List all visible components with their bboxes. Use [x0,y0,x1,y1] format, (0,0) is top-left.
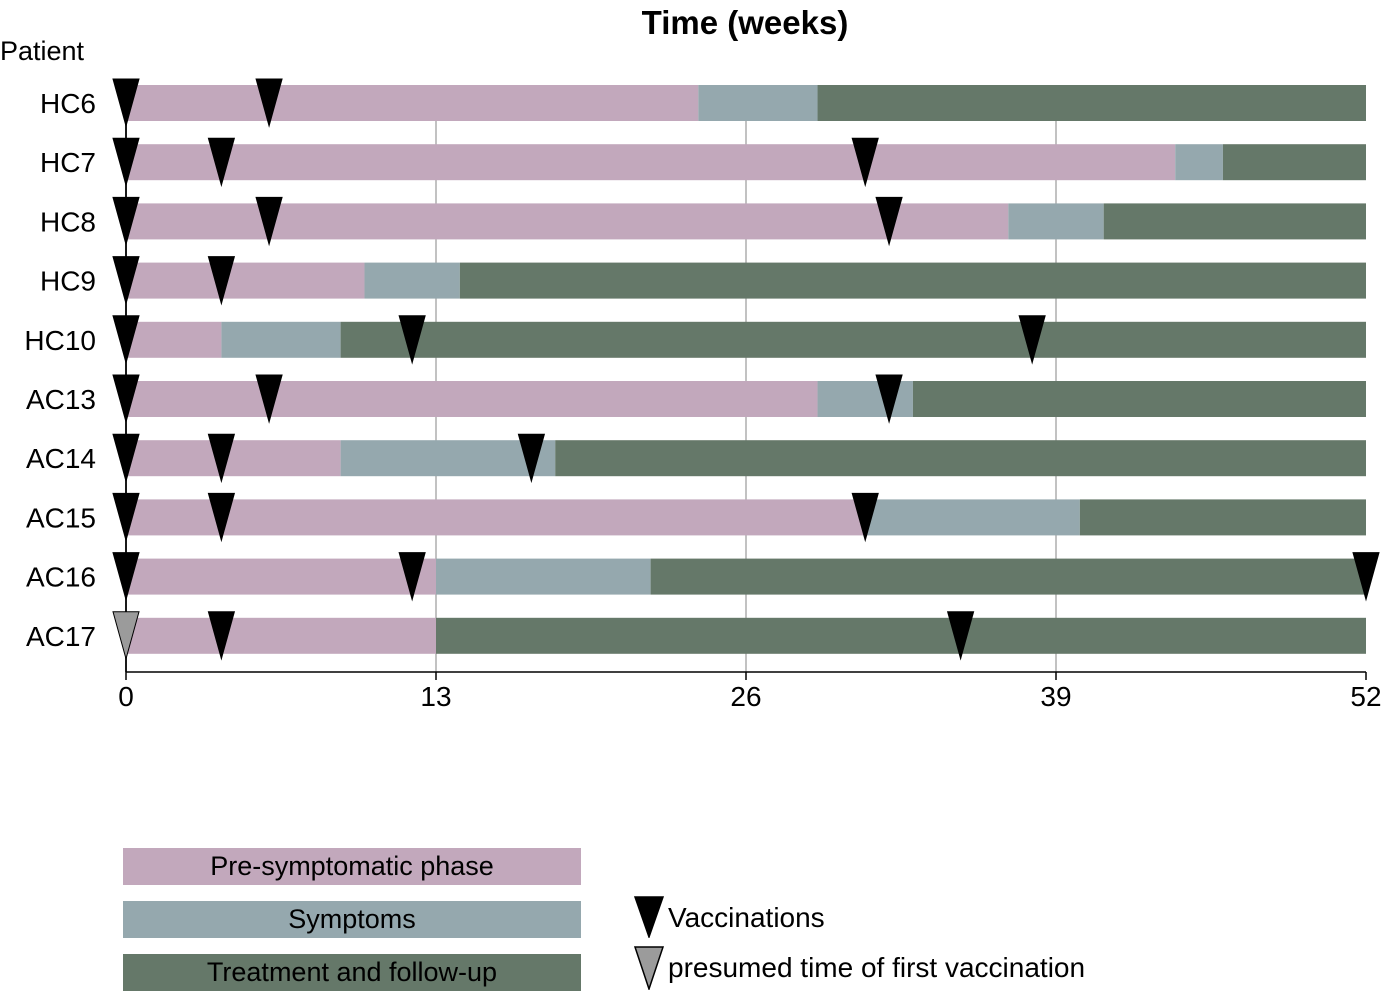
legend-presumed-label: presumed time of first vaccination [668,952,1086,983]
legend-pre-symptomatic-label: Pre-symptomatic phase [210,851,494,881]
bar-pre-hc7 [126,144,1176,181]
patient-label-hc9: HC9 [40,266,96,297]
patient-label-ac15: AC15 [26,502,96,533]
vaccination-marker-ac17-1 [207,611,236,661]
bar-treatment-hc6 [817,85,1366,121]
x-tick-label-26: 26 [730,681,761,712]
bar-pre-hc10 [126,321,222,358]
phase-bars [126,85,1367,654]
legend-symptoms: Symptoms [123,901,581,938]
bar-symptoms-hc7 [1175,144,1223,181]
patient-label-ac13: AC13 [26,384,96,415]
bar-treatment-hc7 [1222,144,1366,181]
bar-treatment-hc10 [340,321,1367,358]
vaccination-marker-hc7-0 [112,137,140,188]
x-tick-label-52: 52 [1350,681,1381,712]
y-axis-label: Patient [0,36,85,66]
vaccination-marker-ac14-2 [517,433,546,484]
legend-treatment: Treatment and follow-up [123,954,581,991]
vaccination-marker-hc10-2 [1018,315,1046,365]
bar-pre-hc6 [126,85,699,121]
patient-label-ac16: AC16 [26,562,96,593]
bar-symptoms-hc6 [698,85,818,121]
vaccination-marker-hc9-0 [112,256,140,306]
vaccination-marker-ac13-2 [875,374,903,424]
vaccination-marker-hc7-1 [207,137,236,188]
bar-pre-hc8 [126,203,1009,240]
vaccination-marker-ac13-1 [255,374,283,424]
bar-pre-ac15 [126,499,866,536]
vaccination-marker-ac15-0 [112,492,140,543]
patient-label-hc7: HC7 [40,147,96,178]
vaccination-marker-ac16-0 [112,552,140,602]
vaccination-marker-ac13-0 [112,374,140,424]
presumed-vaccination-triangle-icon [634,946,664,990]
bar-symptoms-hc10 [221,321,341,358]
vaccination-marker-hc9-1 [207,256,236,306]
bar-treatment-ac13 [912,381,1366,417]
vaccination-markers [112,78,1380,661]
bar-treatment-hc8 [1103,203,1366,240]
vaccination-marker-ac14-0 [112,433,140,484]
patient-label-ac17: AC17 [26,621,96,652]
vaccination-marker-hc8-0 [112,196,140,247]
vaccination-marker-ac16-1 [398,552,426,602]
vaccination-marker-ac17-2 [946,611,975,661]
vaccination-marker-hc8-2 [875,196,903,247]
vaccination-marker-hc10-0 [112,315,140,365]
bar-pre-ac16 [126,558,436,595]
bar-symptoms-ac16 [436,558,651,595]
patient-timeline-chart: 0 13 26 39 52 Time (weeks) Patient HC6 HC7 HC8… [0,4,1382,712]
x-tick-label-39: 39 [1040,681,1071,712]
bar-symptoms-hc8 [1008,203,1104,240]
patient-label-hc6: HC6 [40,88,96,119]
vaccination-marker-ac15-1 [207,492,236,543]
bar-pre-ac13 [126,381,818,417]
vaccination-marker-hc6-0 [112,78,140,128]
vaccination-marker-hc6-1 [255,78,283,128]
bar-pre-ac14 [126,440,341,477]
vaccination-marker-hc8-1 [255,196,283,247]
legend-treatment-label: Treatment and follow-up [206,957,498,987]
bar-symptoms-hc9 [364,262,460,299]
patient-label-hc10: HC10 [24,325,96,356]
x-tick-label-13: 13 [420,681,451,712]
vaccination-marker-hc7-2 [851,137,879,188]
vaccination-marker-ac14-1 [207,433,236,484]
x-tick-label-0: 0 [118,681,134,712]
vaccination-triangle-icon [634,896,664,938]
bar-pre-ac17 [126,617,436,654]
patient-label-ac14: AC14 [26,443,96,474]
presumed-vaccination-marker-ac17-0 [112,611,140,661]
chart-title: Time (weeks) [642,4,849,41]
legend-vaccinations-label: Vaccinations [668,902,825,933]
vaccination-marker-hc10-1 [398,315,426,365]
bar-treatment-hc9 [459,262,1366,299]
vaccination-marker-ac16-2 [1352,552,1380,602]
bar-treatment-ac15 [1079,499,1366,536]
bar-treatment-ac17 [436,617,1366,654]
legend-symptoms-label: Symptoms [288,904,416,934]
bar-symptoms-ac14 [340,440,556,477]
vaccination-marker-ac15-2 [851,492,879,543]
legend-pre-symptomatic: Pre-symptomatic phase [123,848,581,885]
labels: Time (weeks) Patient HC6 HC7 HC8 HC9 HC10 AC1… [0,4,848,652]
bar-pre-hc9 [126,262,365,299]
bar-symptoms-ac15 [865,499,1080,536]
bar-treatment-ac14 [555,440,1366,477]
patient-label-hc8: HC8 [40,206,96,237]
bar-treatment-ac16 [650,558,1366,595]
